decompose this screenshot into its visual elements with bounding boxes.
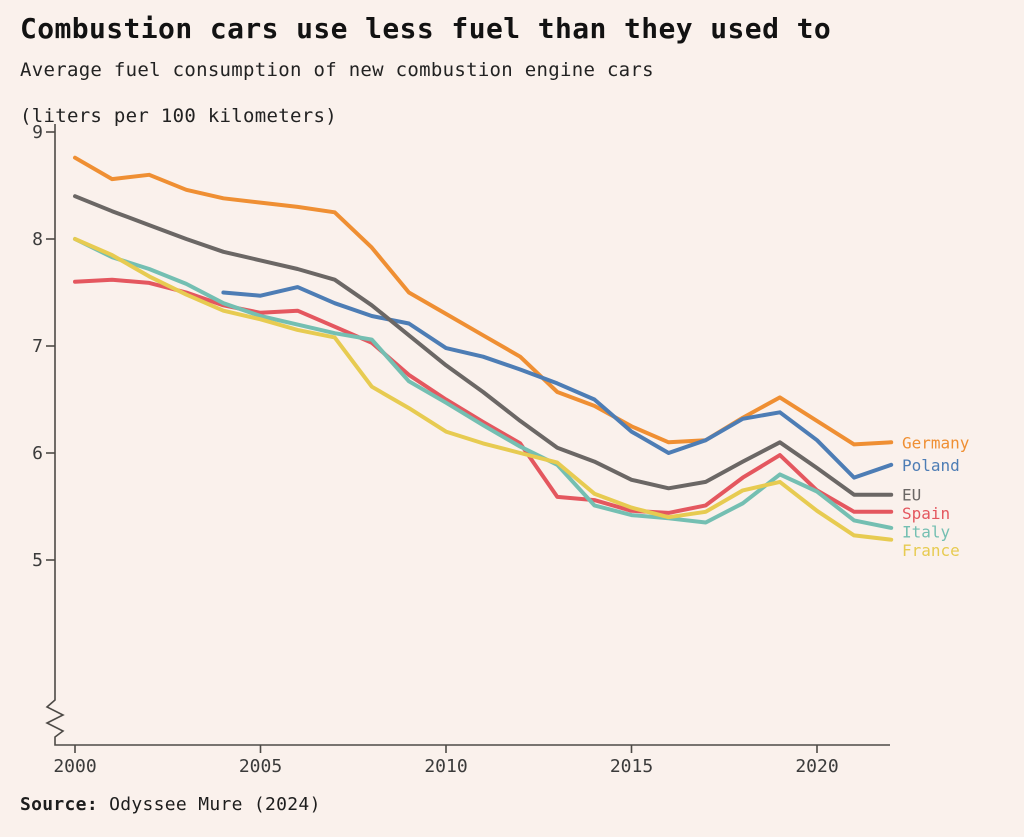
source-label: Source: [20, 794, 98, 815]
series-line-italy [73, 237, 894, 530]
x-tick-label: 2015 [610, 756, 653, 777]
series-line-france [73, 237, 894, 542]
y-tick-label: 7 [32, 336, 43, 357]
x-tick-label: 2010 [424, 756, 467, 777]
source-text: Odyssee Mure (2024) [109, 794, 321, 815]
y-tick-label: 6 [32, 443, 43, 464]
legend-label-poland: Poland [902, 456, 960, 475]
y-tick-label: 5 [32, 550, 43, 571]
legend-label-italy: Italy [902, 523, 951, 542]
x-tick-label: 2020 [795, 756, 838, 777]
subtitle-line-1: Average fuel consumption of new combusti… [20, 59, 654, 81]
series-line-poland [221, 285, 894, 480]
subtitle-line-2: (liters per 100 kilometers) [20, 105, 337, 127]
legend-label-spain: Spain [902, 504, 950, 523]
chart-title: Combustion cars use less fuel than they … [20, 12, 832, 45]
series-line-eu [73, 194, 894, 497]
series-line-germany [73, 155, 894, 447]
series-line-spain [73, 277, 894, 515]
chart-subtitle: Average fuel consumption of new combusti… [20, 59, 654, 128]
source-note: Source: Odyssee Mure (2024) [20, 794, 321, 815]
legend-label-france: France [902, 541, 960, 560]
y-tick-label: 9 [32, 122, 43, 143]
legend-label-eu: EU [902, 486, 921, 505]
legend-label-germany: Germany [902, 433, 970, 452]
x-tick-label: 2000 [53, 756, 96, 777]
y-tick-label: 8 [32, 229, 43, 250]
axis-lines [45, 124, 890, 746]
x-tick-label: 2005 [239, 756, 282, 777]
